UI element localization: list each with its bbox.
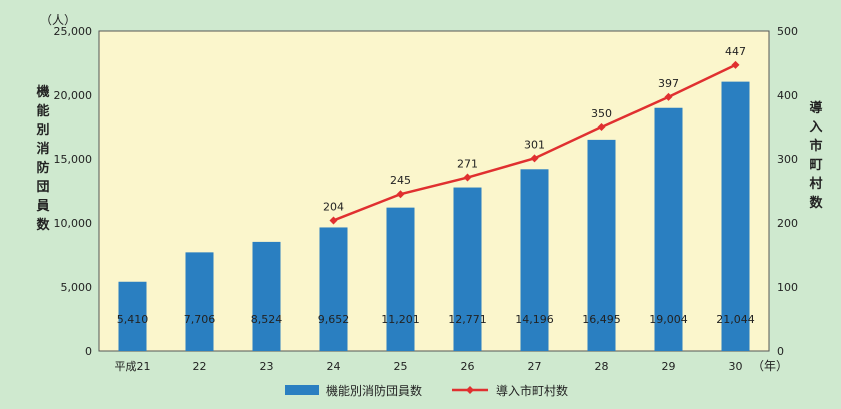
y-axis-title: 機能別消防団員数 [35, 84, 50, 233]
x-tick-label-1: 22 [193, 360, 207, 373]
line-point-6 [530, 154, 539, 163]
bar-label-2: 8,524 [251, 313, 283, 326]
bar-0 [118, 281, 147, 351]
y2-tick-label: 0 [777, 345, 784, 358]
x-tick-label-8: 29 [662, 360, 676, 373]
bar-label-6: 14,196 [515, 313, 554, 326]
bar-8 [654, 107, 683, 351]
bar-6 [520, 169, 549, 351]
bar-3 [319, 227, 348, 351]
legend-swatch-bars [285, 385, 319, 395]
bar-label-9: 21,044 [716, 313, 755, 326]
y2-tick-label: 200 [777, 217, 798, 230]
x-tick-label-6: 27 [528, 360, 542, 373]
y2-axis-title: 導入市町村数 [809, 100, 823, 211]
x-tick-label-7: 28 [595, 360, 609, 373]
line-point-5 [463, 173, 472, 182]
bar-label-0: 5,410 [117, 313, 149, 326]
y2-tick-label: 100 [777, 281, 798, 294]
y2-tick-label: 300 [777, 153, 798, 166]
svg-text:機能別消防団員数: 機能別消防団員数 [35, 84, 50, 233]
bar-label-8: 19,004 [649, 313, 688, 326]
y-tick-label: 0 [85, 345, 92, 358]
y-tick-label: 20,000 [54, 89, 93, 102]
legend-label-bars: 機能別消防団員数 [326, 383, 422, 398]
line-label-6: 301 [524, 138, 545, 151]
line-point-7 [597, 123, 606, 131]
line-point-3 [329, 216, 338, 225]
bar-7 [587, 139, 616, 351]
line-label-7: 350 [591, 107, 612, 120]
bar-9 [721, 81, 750, 351]
svg-text:導入市町村数: 導入市町村数 [809, 100, 823, 211]
y-tick-label: 5,000 [61, 281, 93, 294]
legend-label-line: 導入市町村数 [496, 383, 568, 398]
x-tick-label-3: 24 [327, 360, 341, 373]
x-tick-label-4: 25 [394, 360, 408, 373]
bar-4 [386, 207, 415, 351]
bar-label-4: 11,201 [381, 313, 420, 326]
y2-tick-label: 400 [777, 89, 798, 102]
bar-2 [252, 241, 281, 351]
x-tick-label-0: 平成21 [115, 360, 151, 373]
legend: 機能別消防団員数 導入市町村数 [285, 383, 568, 398]
y2-tick-label: 500 [777, 25, 798, 38]
line-label-4: 245 [390, 174, 411, 187]
y-tick-label: 10,000 [54, 217, 93, 230]
line-point-9 [731, 60, 740, 69]
y-unit-label: （人） [40, 13, 76, 27]
x-unit-label: （年） [752, 359, 788, 373]
line-point-8 [664, 92, 673, 101]
bar-1 [185, 252, 214, 351]
line-label-5: 271 [457, 158, 478, 171]
y-tick-label: 25,000 [54, 25, 93, 38]
bar-label-5: 12,771 [448, 313, 487, 326]
bar-label-1: 7,706 [184, 313, 216, 326]
x-tick-label-9: 30 [729, 360, 743, 373]
line-label-9: 447 [725, 45, 746, 58]
legend-marker-line [466, 386, 474, 394]
line-point-4 [396, 190, 405, 199]
bar-label-3: 9,652 [318, 313, 350, 326]
bar-5 [453, 187, 482, 351]
y-tick-label: 15,000 [54, 153, 93, 166]
line-label-8: 397 [658, 77, 679, 90]
x-tick-label-2: 23 [260, 360, 274, 373]
line-label-3: 204 [323, 200, 344, 213]
bar-label-7: 16,495 [582, 313, 621, 326]
x-tick-label-5: 26 [461, 360, 475, 373]
